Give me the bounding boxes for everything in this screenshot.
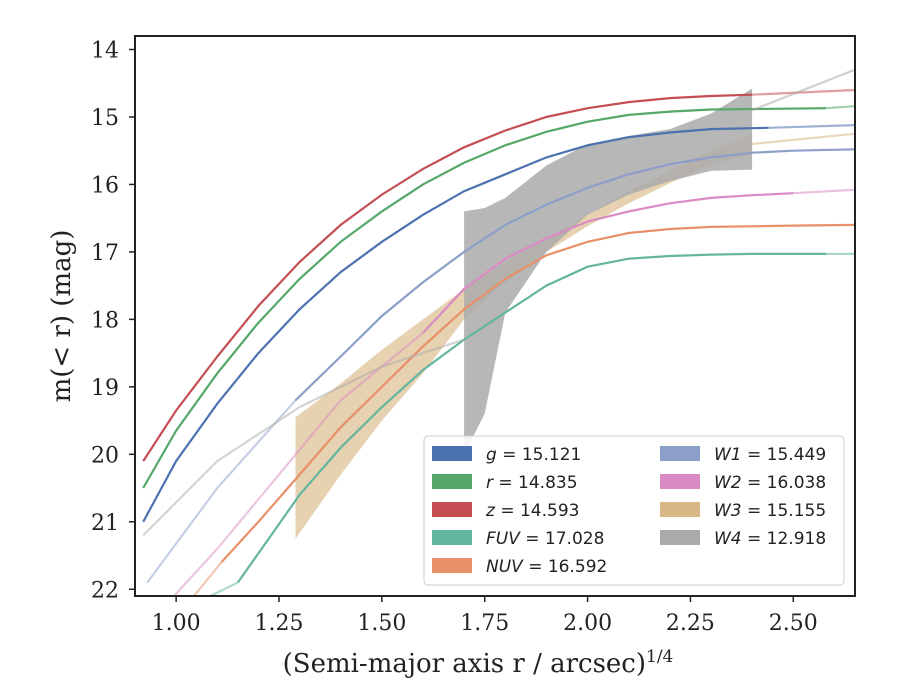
legend-swatch-z	[432, 502, 472, 517]
series-line-fuv	[237, 252, 827, 584]
x-axis-label: (Semi-major axis r / arcsec)1/4	[283, 647, 674, 679]
y-tick-label: 16	[91, 173, 119, 198]
series-line-z	[142, 93, 753, 462]
legend-label-z: z = 14.593	[485, 501, 579, 521]
x-axis-label-exponent: 1/4	[646, 647, 673, 667]
y-tick-label: 17	[91, 241, 119, 266]
series-line-nuv	[220, 223, 855, 564]
series-extension-z	[752, 88, 855, 96]
legend-swatch-w2	[660, 474, 700, 489]
x-tick-label: 1.25	[255, 611, 304, 636]
legend-swatch-nuv	[432, 558, 472, 573]
y-axis-label: m(< r) (mag)	[47, 230, 77, 403]
series-line-w1	[294, 148, 855, 402]
plot-frame	[134, 35, 856, 597]
y-tick-label: 19	[91, 376, 119, 401]
y-tick-label: 21	[91, 511, 119, 536]
x-tick-label: 1.00	[152, 611, 201, 636]
series-extension-r	[826, 105, 855, 110]
y-tick-label: 20	[91, 443, 119, 468]
legend-label-w4: W4 = 12.918	[714, 529, 826, 549]
x-tick-label: 2.25	[666, 611, 715, 636]
legend-label-g: g = 15.121	[486, 445, 581, 465]
y-tick-label: 14	[91, 38, 119, 63]
legend-swatch-w1	[660, 446, 700, 461]
series-line-g	[142, 126, 769, 523]
legend-swatch-r	[432, 474, 472, 489]
legend-swatch-w4	[660, 530, 700, 545]
legend-label-r: r = 14.835	[486, 473, 578, 493]
y-tick-label: 15	[91, 106, 119, 131]
legend-swatch-w3	[660, 502, 700, 517]
y-tick-label: 18	[91, 308, 119, 333]
legend-label-nuv: NUV = 16.592	[486, 557, 607, 577]
series-extension-g	[768, 124, 855, 129]
series-extension-w2	[793, 188, 855, 195]
series-fade-w2	[172, 332, 424, 596]
legend-box	[423, 435, 845, 586]
legend-label-w1: W1 = 15.449	[714, 445, 826, 465]
x-tick-label: 2.00	[563, 611, 612, 636]
series-extension-w4	[751, 68, 855, 112]
legend-swatch-fuv	[432, 530, 472, 545]
legend-label-fuv: FUV = 17.028	[486, 529, 604, 549]
series-fade-fuv	[207, 581, 239, 596]
x-tick-label: 2.50	[769, 611, 818, 636]
y-axis: 14 15 16 17 18 19 20 21 22	[91, 38, 135, 603]
x-tick-label: 1.50	[357, 611, 406, 636]
band-w4	[464, 88, 753, 455]
legend: g = 15.121 r = 14.835 z = 14.593 FUV = 17.0…	[423, 435, 845, 586]
series-fade-w1	[146, 399, 297, 584]
series-fade-w4	[142, 338, 465, 537]
series-line-w2	[422, 192, 794, 334]
plot-area	[142, 68, 855, 596]
legend-label-w3: W3 = 15.155	[714, 501, 826, 521]
x-axis: 1.00 1.25 1.50 1.75 2.00 2.25 2.50	[152, 596, 818, 636]
legend-swatch-g	[432, 446, 472, 461]
x-tick-label: 1.75	[460, 611, 509, 636]
series-extension-w3	[751, 132, 855, 146]
y-tick-label: 22	[91, 578, 119, 603]
legend-label-w2: W2 = 16.038	[714, 473, 826, 493]
series-line-r	[142, 107, 827, 489]
